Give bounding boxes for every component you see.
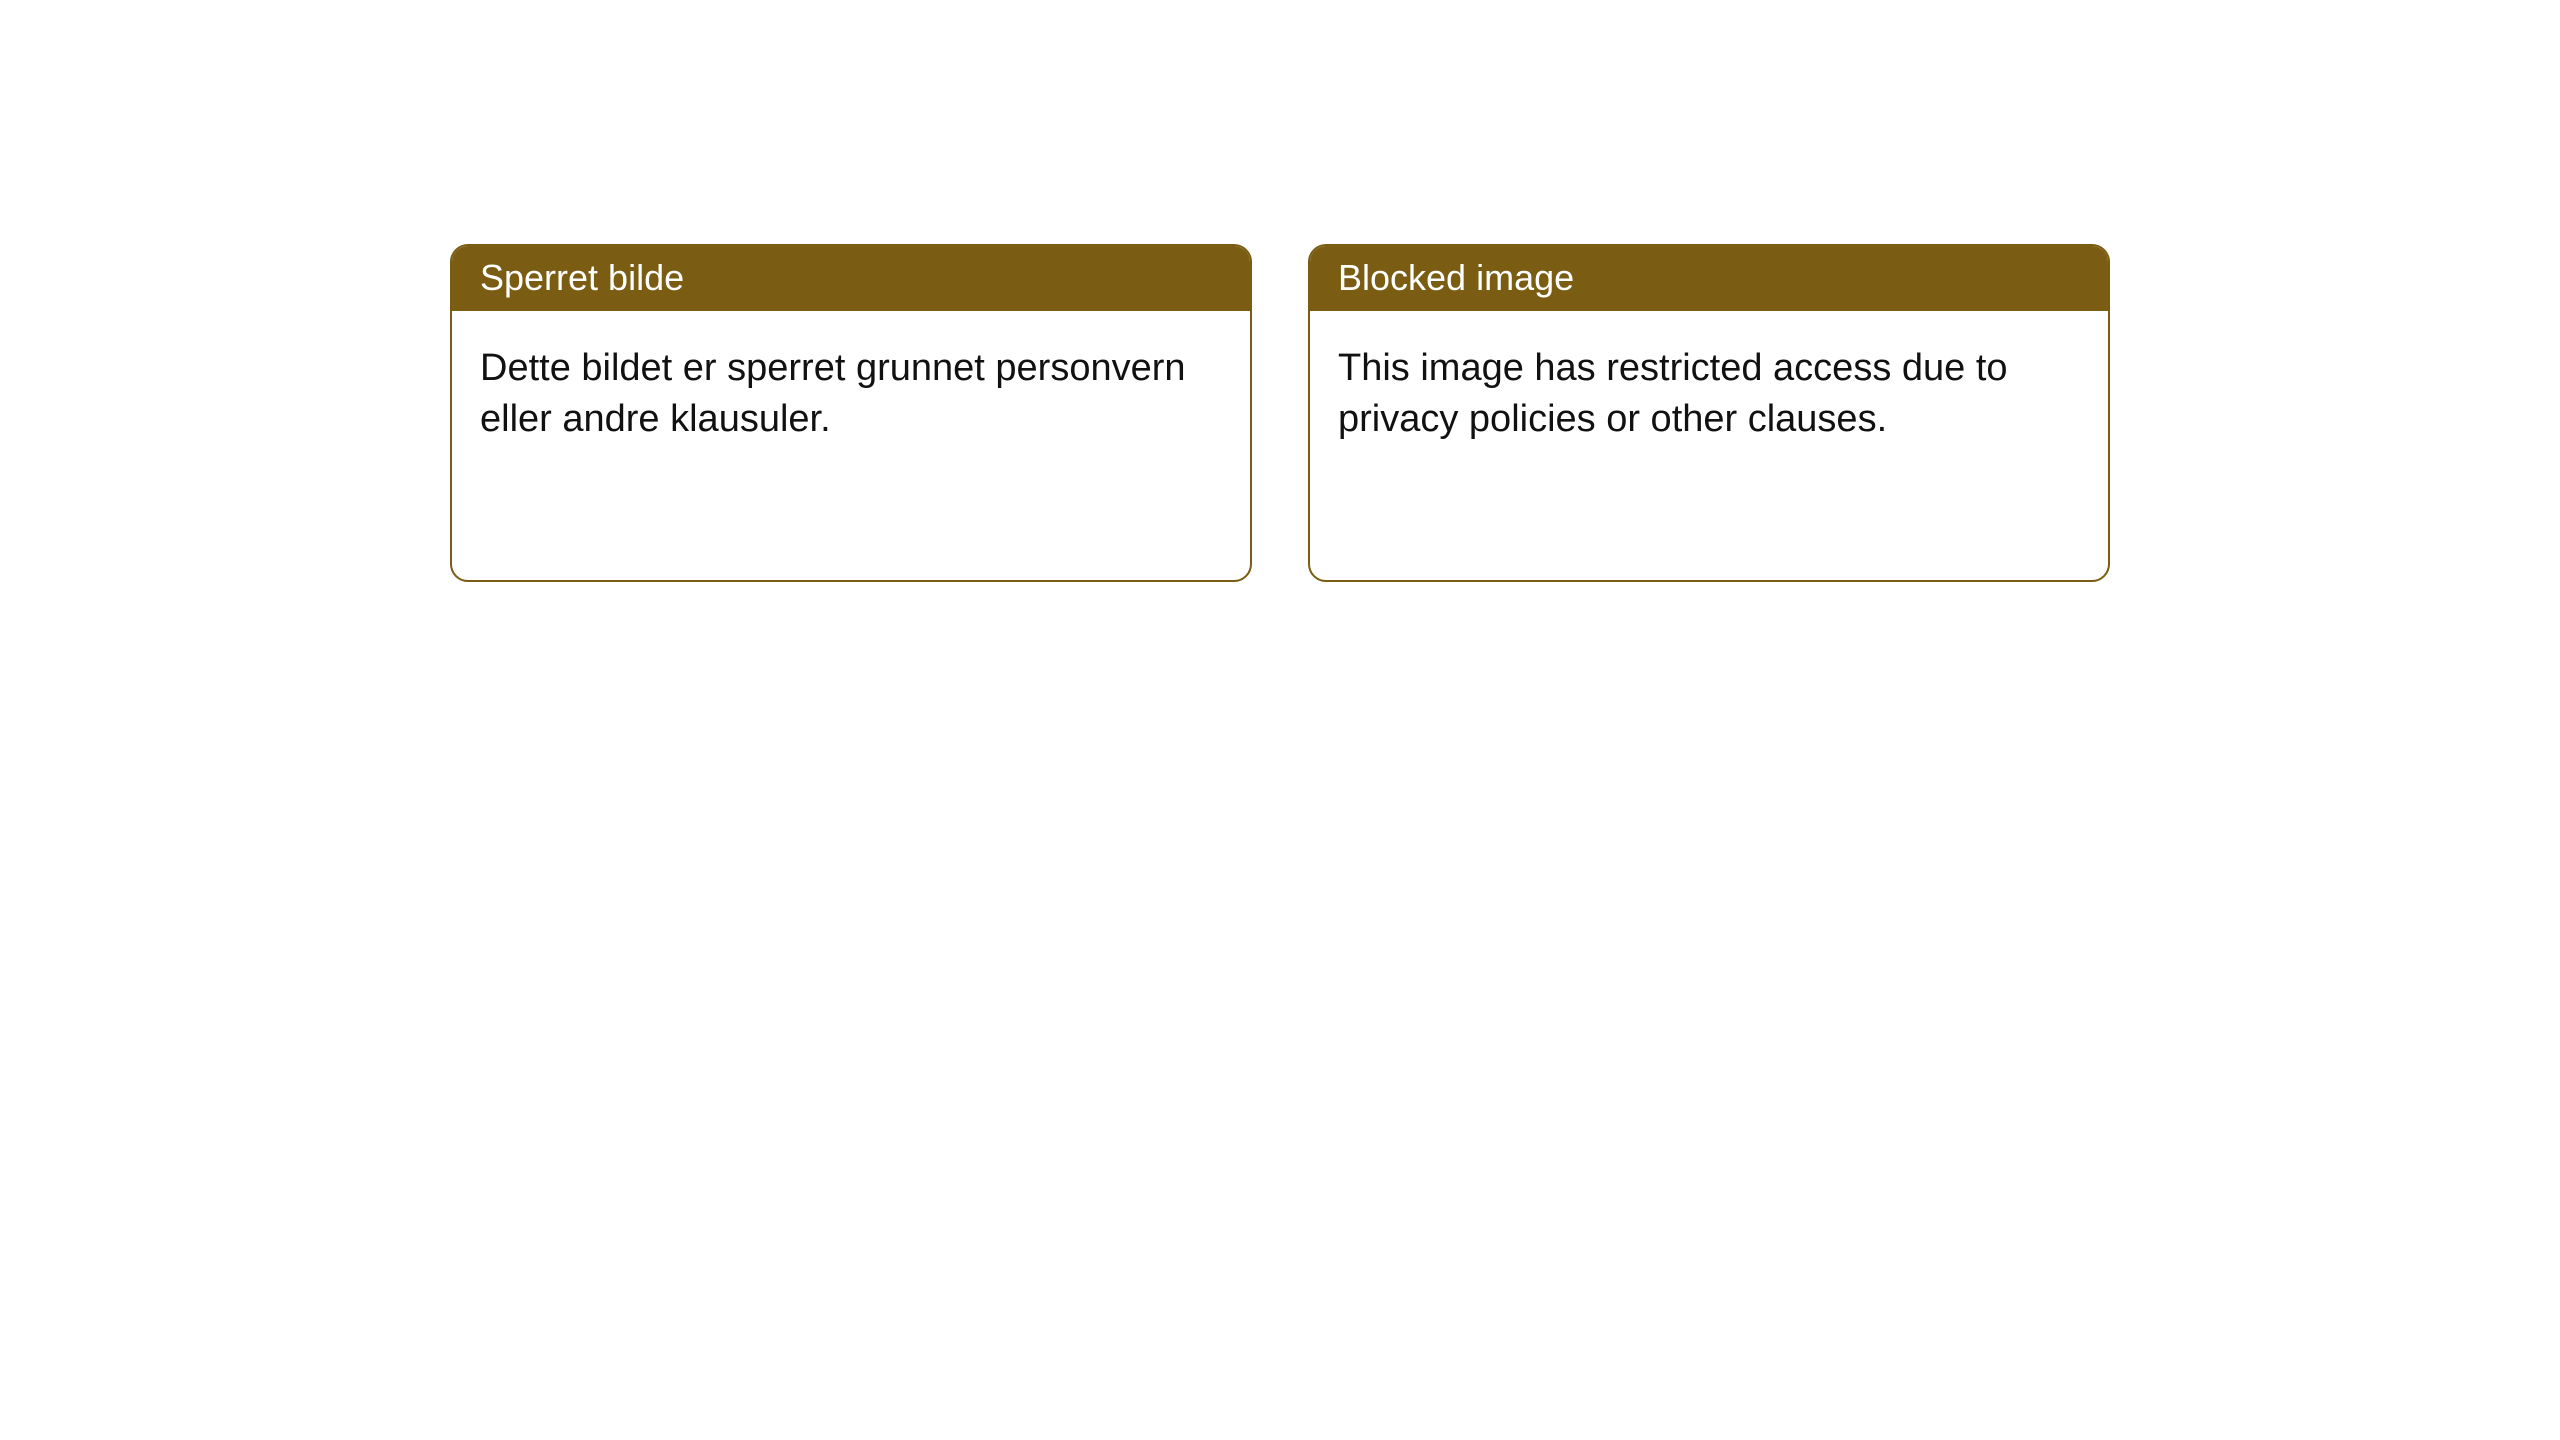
notice-cards-container: Sperret bilde Dette bildet er sperret gr… [450, 244, 2560, 582]
notice-card-body-text: This image has restricted access due to … [1338, 347, 2008, 440]
notice-card-body-text: Dette bildet er sperret grunnet personve… [480, 347, 1186, 440]
notice-card-english: Blocked image This image has restricted … [1308, 244, 2110, 582]
notice-card-header: Blocked image [1310, 246, 2108, 311]
notice-card-body: Dette bildet er sperret grunnet personve… [452, 311, 1250, 474]
notice-card-norwegian: Sperret bilde Dette bildet er sperret gr… [450, 244, 1252, 582]
notice-card-title: Sperret bilde [480, 257, 684, 298]
notice-card-header: Sperret bilde [452, 246, 1250, 311]
notice-card-title: Blocked image [1338, 257, 1574, 298]
notice-card-body: This image has restricted access due to … [1310, 311, 2108, 474]
